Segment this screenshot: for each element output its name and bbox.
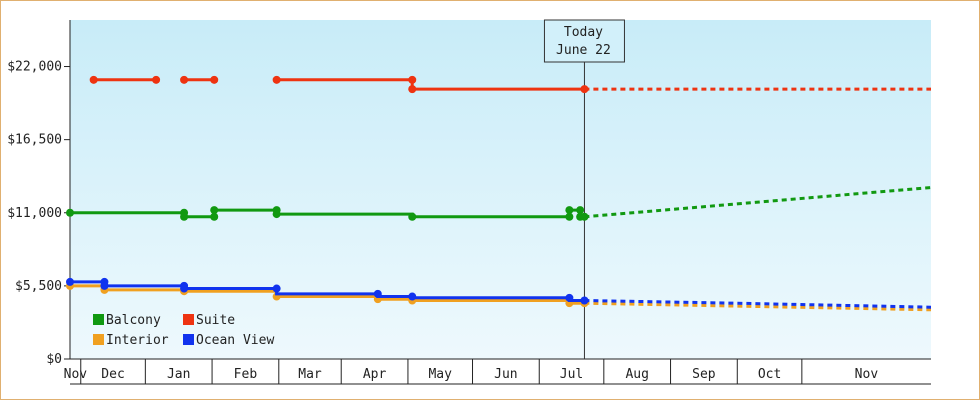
x-tick-label: Nov [855,367,879,382]
y-tick-label: $16,500 [7,133,62,148]
balcony-point [272,210,281,219]
ocean-view-point [66,277,74,286]
suite-point [408,75,417,84]
balcony-point [580,212,589,221]
x-tick-label: Sep [692,367,716,382]
balcony-point [210,212,219,221]
legend-swatch-suite [183,314,194,325]
balcony-point [210,206,219,215]
x-tick-label: Nov [64,367,88,382]
interior-projection-line [584,301,932,312]
suite-point [152,75,161,84]
x-tick-label: Jun [494,367,517,382]
ocean-view-point [565,293,574,302]
x-tick-label: Oct [758,367,781,382]
suite-point [210,75,219,84]
y-tick-label: $11,000 [7,206,62,221]
x-tick-label: Aug [625,367,648,382]
y-tick-label: $0 [46,352,62,367]
y-tick-label: $5,500 [15,279,62,294]
y-tick-label: $22,000 [7,60,62,75]
balcony-projection-line [584,186,932,219]
legend-swatch-balcony [93,314,104,325]
today-date-label: June 22 [556,43,611,58]
today-label: Today [564,25,603,40]
ocean-view-projection-line [584,299,932,309]
legend-swatch-interior [93,334,104,345]
suite-point [408,85,417,94]
suite-series-line [276,78,585,91]
ocean-view-point [408,292,417,301]
legend-label-suite: Suite [196,313,235,328]
x-tick-label: Feb [234,367,258,382]
x-tick-label: Jan [167,367,190,382]
ocean-view-point [100,281,109,290]
suite-point [272,75,281,84]
balcony-point [565,206,574,215]
ocean-view-point [373,289,382,298]
ocean-view-point [180,284,189,293]
interior-series-line [70,284,585,305]
suite-point [89,75,98,84]
balcony-point [180,212,189,221]
suite-point [180,75,189,84]
legend-label-ocean-view: Ocean View [196,333,274,348]
x-tick-label: Jul [560,367,583,382]
x-tick-label: May [428,367,452,382]
suite-point [580,85,589,94]
today-box [543,19,625,63]
legend-label-interior: Interior [106,333,169,348]
legend-swatch-ocean-view [183,334,194,345]
legend-label-balcony: Balcony [106,313,161,328]
ocean-view-point [580,296,589,305]
balcony-point [565,212,574,221]
x-tick-label: Dec [101,367,124,382]
balcony-point [576,206,585,215]
x-tick-label: Apr [363,367,387,382]
x-tick-label: Mar [298,367,322,382]
ocean-view-series-line [70,280,585,302]
ocean-view-point [272,284,281,293]
balcony-point [408,212,417,221]
balcony-point [66,208,74,217]
